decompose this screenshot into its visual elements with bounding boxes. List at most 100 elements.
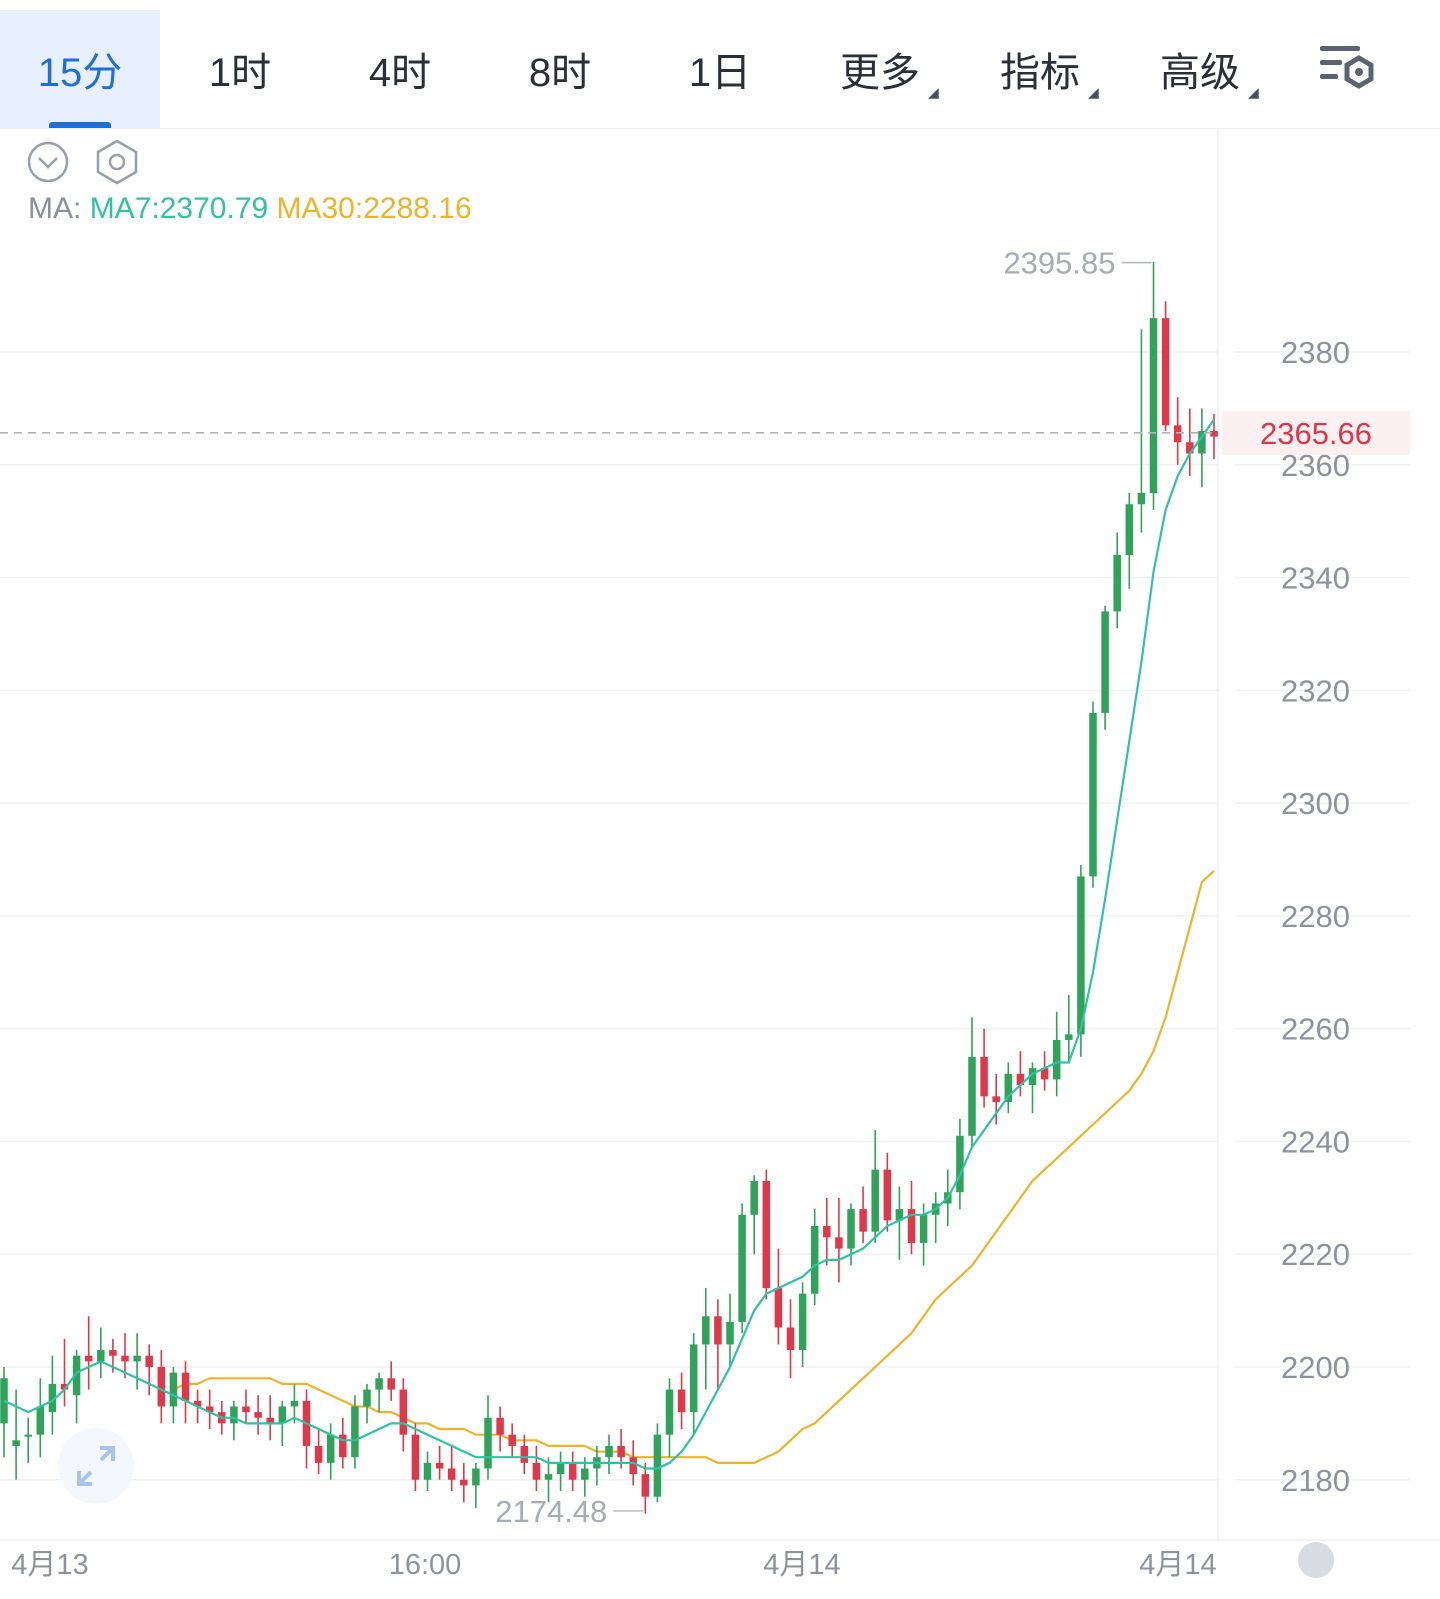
indicator-settings-button[interactable] [94,138,140,186]
dropdown-triangle-icon: ◢ [1088,84,1099,100]
candle-body [121,1355,129,1362]
candle-body [1161,318,1170,426]
candle-body [314,1445,323,1463]
candle-body [472,1468,480,1486]
y-tick-label: 2280 [1281,899,1350,934]
candle-body [907,1209,916,1243]
y-tick-label: 2220 [1281,1237,1350,1272]
chart-settings-button[interactable] [1316,38,1380,102]
candle-body [1186,442,1194,454]
y-tick-label: 2340 [1281,561,1350,596]
candle-body [702,1316,710,1345]
hexagon-settings-icon [96,139,138,185]
tab-label: 高级 [1160,51,1240,95]
candle-body [205,1406,214,1413]
candle-body [181,1372,190,1401]
y-tick-label: 2360 [1281,448,1350,483]
chart-settings-icon [1320,46,1374,89]
tab-4h[interactable]: 4时 [320,10,480,128]
candle-body [847,1209,855,1249]
candle-body [810,1226,819,1294]
candle-body [1040,1068,1049,1080]
candle-body [968,1056,976,1136]
candle-body [980,1056,988,1097]
candle-body [84,1355,93,1362]
candle-body [1004,1073,1013,1102]
low-price-label: 2174.48 [495,1494,607,1529]
y-tick-label: 2180 [1281,1463,1350,1498]
current-price-tag [1222,410,1410,455]
y-tick-label: 2320 [1281,673,1350,708]
candle-body [97,1350,105,1362]
x-tick-label: 16:00 [389,1549,462,1581]
candle-body [1052,1039,1061,1080]
candle-body [290,1400,299,1407]
scroll-end-icon [1298,1542,1334,1578]
candle-body [1089,712,1097,877]
ma7-line [3,419,1215,1470]
candle-body [266,1417,274,1424]
candle-body [1113,555,1121,612]
collapse-toggle-button[interactable] [26,140,70,184]
tab-more-dropdown[interactable]: 更多 ◢ [800,10,960,128]
candle-body [157,1367,166,1407]
candle-body [133,1355,141,1362]
x-tick-label: 4月13 [11,1549,88,1581]
tab-indicators-dropdown[interactable]: 指标 ◢ [960,10,1120,128]
ma30-line [172,869,1215,1465]
y-tick-label: 2260 [1281,1012,1350,1047]
timeframe-tabbar: 15分 1时 4时 8时 1日 更多 ◢ 指标 ◢ 高级 ◢ [0,0,1440,129]
tab-label: 4时 [368,51,432,95]
high-price-label: 2395.85 [1003,246,1115,281]
tab-1h[interactable]: 1时 [160,10,320,128]
candle-body [387,1378,395,1390]
candle-body [1016,1073,1025,1086]
candle-body [532,1462,541,1480]
candle-body [1198,430,1206,454]
candlestick-chart-area[interactable]: 2365.66 2395.85 2174.48 2180 2200 2220 2240 22… [0,128,1440,1599]
candle-body [581,1468,589,1480]
candles [0,261,1218,1514]
candle-body [835,1237,843,1249]
ma-legend: MA: MA7:2370.79 MA30:2288.16 [28,192,472,226]
candle-body [1210,430,1218,437]
candle-body [568,1462,577,1480]
x-axis: 4月13 16:00 4月14 4月14 [11,1542,1334,1581]
candle-body [1077,876,1085,1035]
dropdown-triangle-icon: ◢ [928,84,939,100]
ma7-polyline [3,419,1215,1470]
expand-icon [77,1446,115,1486]
tab-advanced-dropdown[interactable]: 高级 ◢ [1120,10,1280,128]
candle-body [956,1135,964,1193]
candle-body [351,1406,359,1458]
candle-body [798,1293,807,1351]
candle-body [496,1417,504,1435]
candle-body [460,1479,468,1486]
candle-body [629,1457,637,1475]
current-price-label: 2365.66 [1260,416,1372,451]
active-tab-indicator [49,122,111,128]
tab-1d[interactable]: 1日 [640,10,800,128]
candle-body [762,1180,771,1289]
candle-body [12,1440,20,1446]
candle-body [1028,1068,1037,1086]
candle-body [24,1434,32,1437]
kline-chart: 2365.66 2395.85 2174.48 2180 2200 2220 2240 22… [0,128,1440,1581]
candle-body [726,1321,734,1345]
candle-body [484,1417,492,1469]
ma30-polyline [172,869,1215,1465]
candle-body [689,1344,698,1413]
fullscreen-button[interactable] [58,1428,134,1504]
tab-8h[interactable]: 8时 [480,10,640,128]
candle-body [556,1462,565,1475]
candle-body [1101,611,1109,713]
candle-body [1137,492,1146,505]
candle-body [992,1096,1000,1102]
candle-body [883,1169,892,1221]
candle-body [242,1406,250,1413]
price-labels: 2365.66 2395.85 2174.48 [0,246,1410,1529]
candle-body [48,1383,57,1413]
candle-body [1065,1034,1073,1040]
x-tick-label: 4月14 [763,1549,840,1581]
tab-15min[interactable]: 15分 [0,10,160,128]
